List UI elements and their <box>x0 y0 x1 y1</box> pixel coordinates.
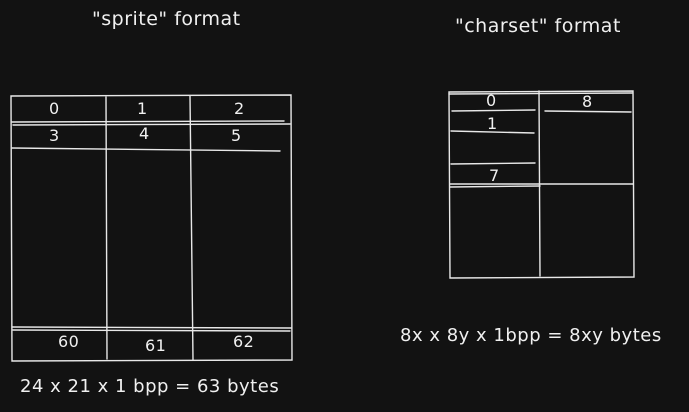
sprite-grid-row-line-3b <box>12 329 291 332</box>
sprite-grid-row-line-3 <box>11 326 292 329</box>
sprite-grid-divider-2 <box>189 95 194 361</box>
sprite-cell-3: 3 <box>49 126 60 145</box>
sprite-cell-61: 61 <box>145 336 167 355</box>
sprite-formula: 24 x 21 x 1 bpp = 63 bytes <box>20 376 280 397</box>
charset-cell-8: 8 <box>582 92 593 111</box>
sprite-cell-1: 1 <box>137 99 148 118</box>
charset-grid-left-row-line-2 <box>450 130 535 134</box>
charset-grid-left-row-line-1 <box>451 109 536 112</box>
charset-formula: 8x x 8y x 1bpp = 8xy bytes <box>400 325 662 346</box>
charset-grid <box>448 90 635 279</box>
sprite-cell-60: 60 <box>58 332 80 351</box>
charset-cell-7: 7 <box>489 166 500 185</box>
charset-grid-left-row-line-4b <box>449 185 541 188</box>
sprite-cell-2: 2 <box>234 99 245 118</box>
sprite-grid <box>10 94 293 362</box>
sprite-grid-outline <box>10 94 293 362</box>
charset-grid-top-line <box>448 92 633 95</box>
charset-grid-outline <box>448 90 635 279</box>
sprite-grid-row-line-1b <box>12 123 291 126</box>
sprite-cell-5: 5 <box>231 126 242 145</box>
charset-grid-right-row-line <box>544 110 632 113</box>
charset-grid-left-row-line-3 <box>450 162 536 165</box>
sprite-grid-row-line-2 <box>11 147 281 152</box>
sprite-grid-row-line-1 <box>11 120 285 123</box>
charset-cell-0: 0 <box>486 91 497 110</box>
sprite-grid-divider-1 <box>105 96 108 360</box>
charset-format-title: "charset" format <box>455 15 621 37</box>
sprite-cell-0: 0 <box>49 99 60 118</box>
sprite-cell-62: 62 <box>233 332 255 351</box>
sprite-cell-4: 4 <box>139 124 150 143</box>
sprite-format-title: "sprite" format <box>92 8 241 30</box>
charset-cell-1: 1 <box>487 114 498 133</box>
